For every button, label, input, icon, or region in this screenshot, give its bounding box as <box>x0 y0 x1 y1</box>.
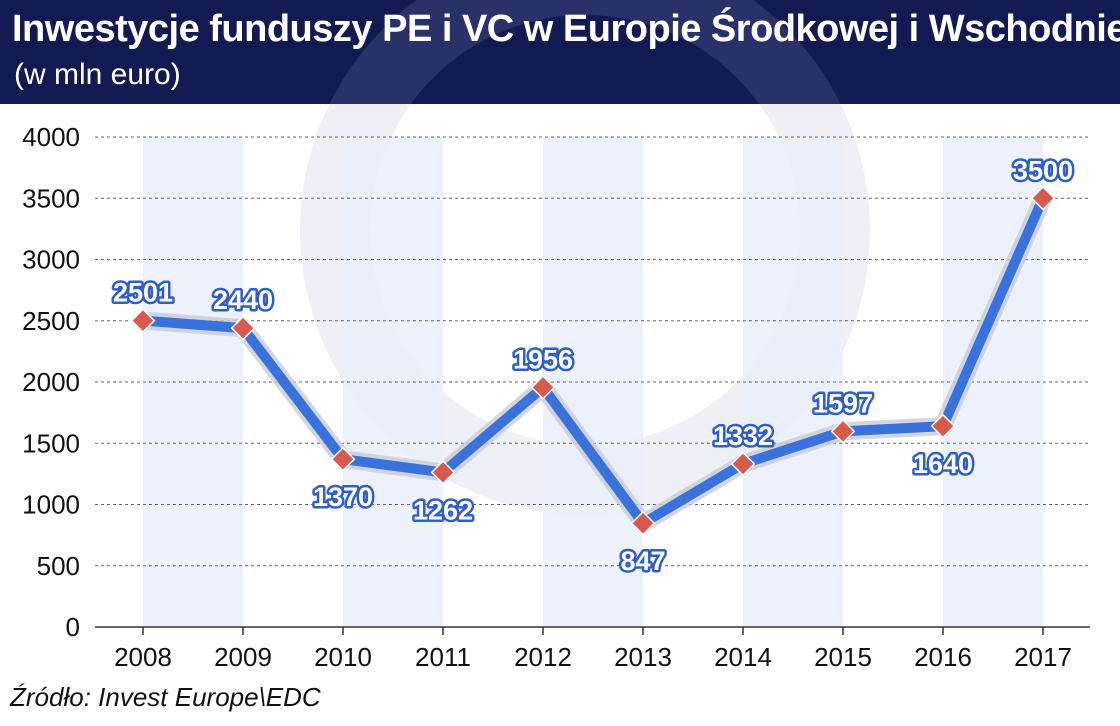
data-series <box>130 185 1056 536</box>
data-point-marker <box>830 418 856 444</box>
y-tick-label: 4000 <box>22 122 80 152</box>
data-point-marker <box>430 460 456 485</box>
data-label: 1370 <box>313 482 373 512</box>
y-tick-label: 3500 <box>22 183 80 213</box>
data-point-marker <box>330 446 356 472</box>
source-note: Źródło: Invest Europe\EDC <box>10 682 321 712</box>
data-labels: 2501 2440 1370 1262 1956 847 1332 1597 1640 3500 <box>110 153 1075 579</box>
y-tick-label: 1500 <box>22 428 80 458</box>
data-label: 2501 <box>113 278 173 308</box>
chart-subtitle: (w mln euro) <box>14 58 181 91</box>
data-point-marker <box>930 413 956 439</box>
data-point-marker <box>1030 185 1056 211</box>
data-label: 3500 <box>1013 155 1073 185</box>
x-tick-label: 2016 <box>914 642 972 672</box>
x-tick-label: 2011 <box>415 642 471 672</box>
y-tick-label: 0 <box>66 612 80 642</box>
data-label: 1597 <box>813 388 873 418</box>
y-tick-label: 2000 <box>22 367 80 397</box>
data-point-marker <box>530 375 556 400</box>
chart-title: Inwestycje funduszy PE i VC w Europie Śr… <box>12 8 1120 50</box>
x-tick-label: 2008 <box>114 642 172 672</box>
data-point-marker <box>730 451 756 477</box>
data-label: 1640 <box>913 449 973 479</box>
data-point-marker <box>130 308 156 334</box>
gridlines <box>95 136 1090 628</box>
x-tick-label: 2010 <box>314 642 372 672</box>
y-tick-label: 500 <box>37 551 80 581</box>
y-axis-ticks: 0 500 1000 1500 2000 2500 3000 3500 4000 <box>22 122 80 642</box>
x-tick-label: 2013 <box>614 642 672 672</box>
x-tick-label: 2012 <box>514 642 572 672</box>
data-point-marker <box>230 315 256 341</box>
data-label: 1262 <box>413 495 473 525</box>
x-axis-ticks: 2008 2009 2010 2011 2012 2013 2014 2015 2016 2017 <box>114 627 1072 672</box>
x-tick-label: 2015 <box>814 642 872 672</box>
data-label: 1332 <box>713 421 773 451</box>
data-label: 847 <box>620 546 665 576</box>
data-label: 2440 <box>213 285 273 315</box>
series-line <box>138 193 1048 529</box>
y-tick-label: 2500 <box>22 306 80 336</box>
y-tick-label: 1000 <box>22 490 80 520</box>
title-banner: Inwestycje funduszy PE i VC w Europie Śr… <box>0 0 1120 104</box>
data-label: 1956 <box>513 344 573 374</box>
data-point-marker <box>630 510 656 536</box>
x-tick-label: 2014 <box>714 642 772 672</box>
y-tick-label: 3000 <box>22 245 80 275</box>
x-tick-label: 2017 <box>1014 642 1072 672</box>
x-tick-label: 2009 <box>214 642 272 672</box>
